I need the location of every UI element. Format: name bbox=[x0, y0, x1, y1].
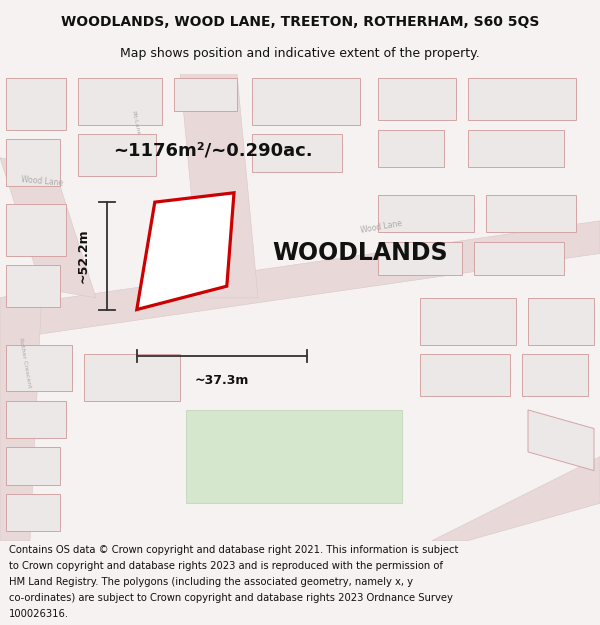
Polygon shape bbox=[420, 354, 510, 396]
Polygon shape bbox=[6, 401, 66, 438]
Polygon shape bbox=[6, 139, 60, 186]
Polygon shape bbox=[6, 78, 66, 130]
Polygon shape bbox=[6, 204, 66, 256]
Polygon shape bbox=[174, 78, 237, 111]
Text: Wood Lane: Wood Lane bbox=[360, 219, 403, 235]
Polygon shape bbox=[252, 134, 342, 172]
Polygon shape bbox=[528, 298, 594, 344]
Text: Pit-Lane: Pit-Lane bbox=[130, 110, 140, 136]
Text: WOODLANDS, WOOD LANE, TREETON, ROTHERHAM, S60 5QS: WOODLANDS, WOOD LANE, TREETON, ROTHERHAM… bbox=[61, 15, 539, 29]
Text: Lane: Lane bbox=[204, 244, 222, 253]
Polygon shape bbox=[6, 448, 60, 484]
Polygon shape bbox=[0, 289, 42, 541]
Polygon shape bbox=[468, 78, 576, 121]
Text: Map shows position and indicative extent of the property.: Map shows position and indicative extent… bbox=[120, 47, 480, 59]
Polygon shape bbox=[420, 298, 516, 344]
Text: WOODLANDS: WOODLANDS bbox=[272, 241, 448, 266]
Text: co-ordinates) are subject to Crown copyright and database rights 2023 Ordnance S: co-ordinates) are subject to Crown copyr… bbox=[9, 593, 453, 603]
Polygon shape bbox=[137, 192, 234, 309]
Polygon shape bbox=[378, 242, 462, 274]
Text: 100026316.: 100026316. bbox=[9, 609, 69, 619]
Polygon shape bbox=[84, 354, 180, 401]
Polygon shape bbox=[252, 78, 360, 125]
Polygon shape bbox=[78, 78, 162, 125]
Text: Contains OS data © Crown copyright and database right 2021. This information is : Contains OS data © Crown copyright and d… bbox=[9, 545, 458, 555]
Text: HM Land Registry. The polygons (including the associated geometry, namely x, y: HM Land Registry. The polygons (includin… bbox=[9, 577, 413, 587]
Polygon shape bbox=[528, 410, 594, 471]
Polygon shape bbox=[78, 134, 156, 176]
Polygon shape bbox=[474, 242, 564, 274]
Polygon shape bbox=[378, 78, 456, 121]
Polygon shape bbox=[6, 265, 60, 307]
Polygon shape bbox=[468, 130, 564, 167]
Text: ~37.3m: ~37.3m bbox=[195, 374, 249, 387]
Polygon shape bbox=[6, 344, 72, 391]
Text: to Crown copyright and database rights 2023 and is reproduced with the permissio: to Crown copyright and database rights 2… bbox=[9, 561, 443, 571]
Text: ~52.2m: ~52.2m bbox=[77, 229, 90, 283]
Polygon shape bbox=[378, 195, 474, 232]
Polygon shape bbox=[432, 457, 600, 541]
Polygon shape bbox=[486, 195, 576, 232]
Text: ~1176m²/~0.290ac.: ~1176m²/~0.290ac. bbox=[113, 142, 313, 160]
Polygon shape bbox=[378, 130, 444, 167]
Polygon shape bbox=[180, 74, 258, 298]
Text: Rother Crescent: Rother Crescent bbox=[19, 338, 32, 389]
Polygon shape bbox=[6, 494, 60, 531]
Polygon shape bbox=[186, 410, 402, 503]
Polygon shape bbox=[522, 354, 588, 396]
Polygon shape bbox=[0, 158, 96, 298]
Text: Wood Lane: Wood Lane bbox=[21, 175, 64, 188]
Polygon shape bbox=[0, 221, 600, 340]
